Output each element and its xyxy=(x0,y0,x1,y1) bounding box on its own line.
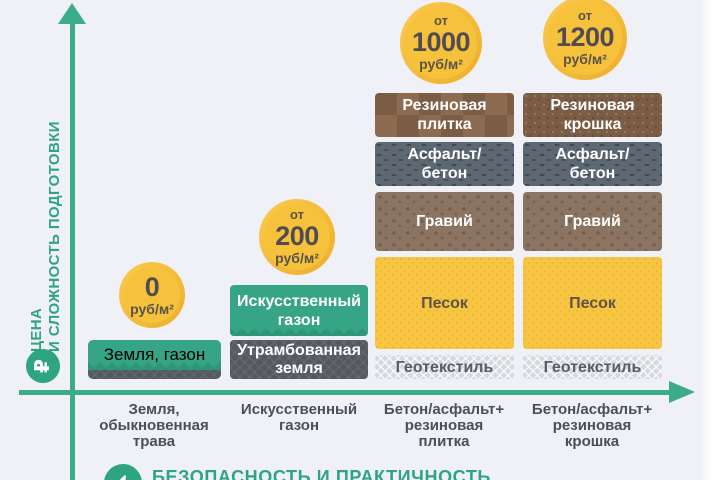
category-label-line: плитка xyxy=(418,433,470,450)
price-unit: руб/м² xyxy=(130,301,174,317)
price-prefix: от xyxy=(290,207,304,222)
ruble-symbol: ₽ xyxy=(31,359,54,373)
layer-label-line1: Утрамбованная xyxy=(237,341,361,359)
layer-block-geotextile: Геотекстиль xyxy=(523,355,662,379)
category-label-2: Искусственный газон xyxy=(224,402,374,434)
layer-block-compacted-earth: Утрамбованная земля xyxy=(230,340,368,379)
right-margin-strip xyxy=(702,0,720,480)
layer-label: Резиновая плитка xyxy=(402,96,486,134)
layer-label: Гравий xyxy=(564,213,621,230)
category-label-line: Бетон/асфальт+ xyxy=(383,401,505,418)
layer-label: Земля, газон xyxy=(103,345,206,364)
category-label-line: резиновая xyxy=(552,417,632,434)
price-coin-1: 0 руб/м² xyxy=(119,262,185,328)
price-prefix: от xyxy=(434,13,448,28)
y-axis-title-line2: И СЛОЖНОСТЬ ПОДГОТОВКИ xyxy=(46,121,63,352)
price-coin-3-face: от 1000 руб/м² xyxy=(405,7,477,79)
layer-label-line2: плитка xyxy=(417,116,472,133)
category-label-line: Земля, xyxy=(128,401,180,418)
price-value: 200 xyxy=(275,221,319,251)
layer-block-gravel: Гравий xyxy=(375,192,514,251)
price-coin-2-face: от 200 руб/м² xyxy=(264,204,330,270)
x-axis-line xyxy=(19,390,671,395)
layer-block-sand: Песок xyxy=(375,257,514,349)
category-label-line: газон xyxy=(278,417,320,434)
layer-label: Асфальт/ бетон xyxy=(555,145,629,183)
layer-block-rubber-crumb: Резиновая крошка xyxy=(523,93,662,137)
layer-label-line1: Резиновая xyxy=(550,97,635,114)
category-label-line: резиновая xyxy=(404,417,484,434)
layer-block-gravel: Гравий xyxy=(523,192,662,251)
y-axis-arrow-icon xyxy=(58,3,86,24)
category-label-line: Искусственный xyxy=(240,401,358,418)
layer-label-line1: Асфальт/ xyxy=(555,146,630,163)
price-prefix: от xyxy=(578,8,592,23)
category-label-3: Бетон/асфальт+ резиновая плитка xyxy=(369,402,519,450)
y-axis-title-line1: ЦЕНА xyxy=(28,307,45,352)
category-label-line: Бетон/асфальт+ xyxy=(531,401,653,418)
price-unit: руб/м² xyxy=(563,51,607,67)
layer-label-line2: бетон xyxy=(421,165,468,182)
layer-label: Асфальт/ бетон xyxy=(407,145,481,183)
price-coin-4: от 1200 руб/м² xyxy=(543,0,627,80)
price-coin-1-face: 0 руб/м² xyxy=(124,267,180,323)
layer-label-line2: бетон xyxy=(569,165,616,182)
category-label-1: Земля, обыкновенная трава xyxy=(79,402,229,450)
price-unit: руб/м² xyxy=(275,250,319,266)
layer-label: Гравий xyxy=(416,213,473,230)
price-coin-4-face: от 1200 руб/м² xyxy=(548,1,622,75)
layer-label-line2: земля xyxy=(275,359,323,377)
thumbs-up-icon xyxy=(104,464,142,480)
layer-block-geotextile: Геотекстиль xyxy=(375,355,514,379)
layer-label-line1: Искусственный xyxy=(237,292,361,310)
layer-block-artificial-lawn: Искусственный газон xyxy=(230,285,368,336)
category-label-4: Бетон/асфальт+ резиновая крошка xyxy=(517,402,667,450)
category-label-line: крошка xyxy=(564,433,620,450)
layer-label: Песок xyxy=(421,294,468,312)
grass-layer: Земля, газон xyxy=(88,340,221,370)
layer-block-sand: Песок xyxy=(523,257,662,349)
layer-label: Резиновая крошка xyxy=(550,96,634,134)
layer-label-line2: крошка xyxy=(563,116,622,133)
layer-label-line1: Резиновая xyxy=(402,97,487,114)
layer-label-line2: газон xyxy=(277,311,321,329)
x-axis-title: БЕЗОПАСНОСТЬ И ПРАКТИЧНОСТЬ xyxy=(152,467,491,480)
category-label-line: обыкновенная xyxy=(99,417,209,434)
ruble-icon: ₽ xyxy=(26,349,60,383)
y-axis-line xyxy=(70,20,75,480)
price-value: 1000 xyxy=(411,27,471,57)
x-axis-arrow-icon xyxy=(669,381,695,403)
layer-block-asphalt-concrete: Асфальт/ бетон xyxy=(375,142,514,186)
price-coin-3: от 1000 руб/м² xyxy=(400,2,482,84)
price-coin-2: от 200 руб/м² xyxy=(259,199,335,275)
x-axis-caption: БЕЗОПАСНОСТЬ И ПРАКТИЧНОСТЬ xyxy=(104,464,491,480)
layer-block-earth-lawn: Земля, газон xyxy=(88,340,221,379)
price-value: 1200 xyxy=(555,22,615,52)
y-axis-title: ЦЕНА И СЛОЖНОСТЬ ПОДГОТОВКИ xyxy=(28,72,66,352)
earth-strip xyxy=(88,370,221,379)
layer-label: Геотекстиль xyxy=(395,358,494,376)
price-value: 0 xyxy=(144,272,160,302)
layer-label-line1: Асфальт/ xyxy=(407,146,482,163)
layer-label: Искусственный газон xyxy=(237,292,361,330)
price-unit: руб/м² xyxy=(419,56,463,72)
layer-block-asphalt-concrete: Асфальт/ бетон xyxy=(523,142,662,186)
layer-label: Геотекстиль xyxy=(543,358,642,376)
layer-block-rubber-tile: Резиновая плитка xyxy=(375,93,514,137)
layer-label: Утрамбованная земля xyxy=(237,342,361,378)
category-label-line: трава xyxy=(132,433,176,450)
layer-label: Песок xyxy=(569,294,616,312)
